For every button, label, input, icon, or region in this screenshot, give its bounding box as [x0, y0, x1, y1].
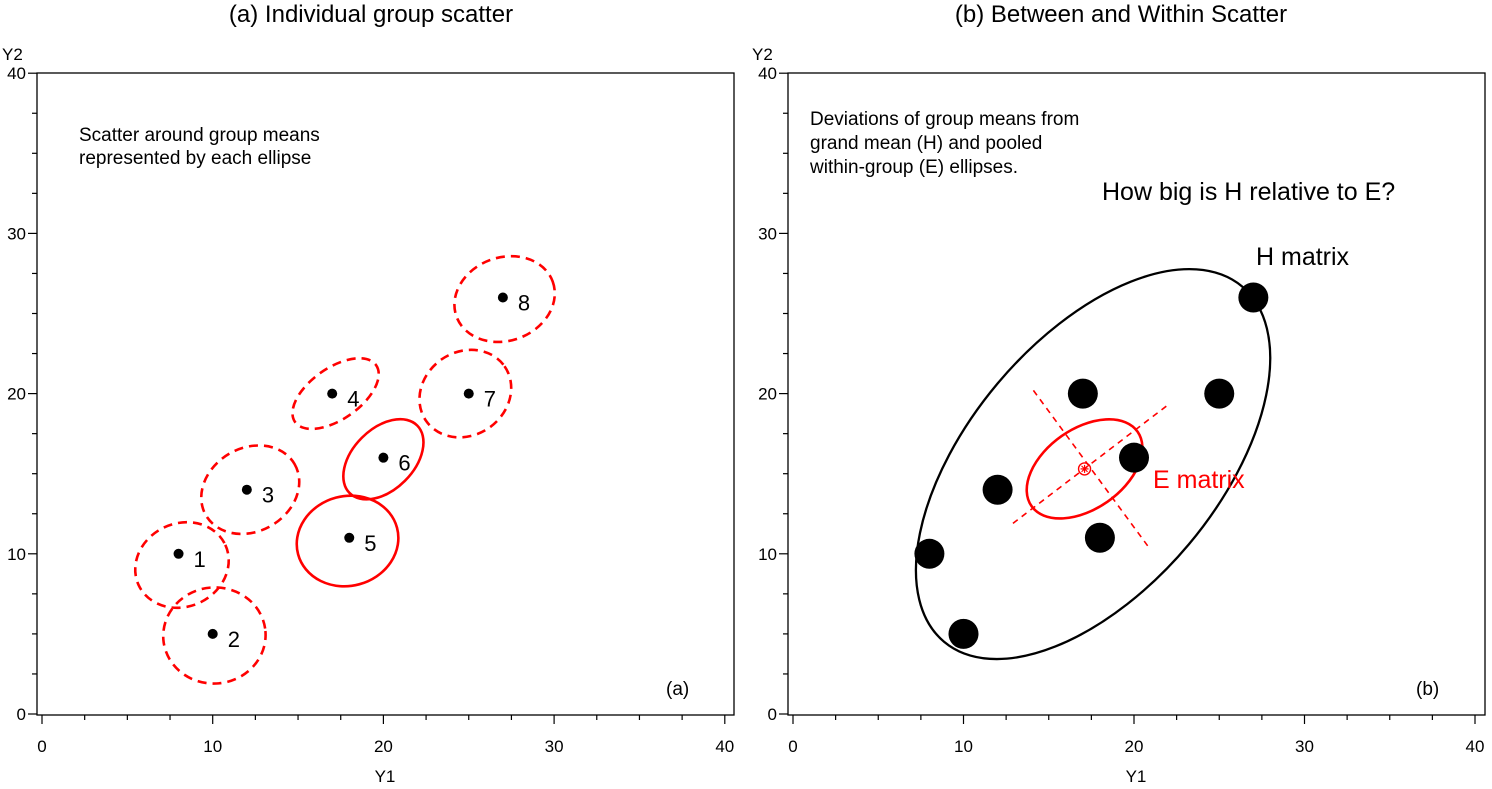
- panel-a-y-axis-label: Y2: [2, 45, 23, 64]
- group-label-3: 3: [262, 483, 274, 508]
- group-mean-point-3: [241, 484, 252, 495]
- group-mean-point-1: [173, 548, 184, 559]
- group-mean-point-6: [378, 452, 389, 463]
- e-matrix-ellipse: [1025, 418, 1144, 520]
- panel-b-x-axis-label: Y1: [1126, 767, 1147, 786]
- group-label-1: 1: [194, 547, 206, 572]
- x-tick-label: 30: [545, 737, 564, 756]
- group-mean-dot-4: [1067, 378, 1098, 409]
- panel-a-annotation-line-2: represented by each ellipse: [79, 148, 311, 169]
- group-mean-dot-5: [1084, 522, 1115, 553]
- y-tick-label: 20: [7, 385, 26, 404]
- h-matrix-label: H matrix: [1256, 243, 1350, 271]
- panel-b-y-axis-label: Y2: [752, 45, 773, 64]
- group-mean-dot-3: [982, 474, 1013, 505]
- y-tick-label: 40: [7, 64, 26, 83]
- group-mean-dot-6: [1119, 442, 1149, 473]
- panel-a-plot-frame: [36, 72, 735, 716]
- panel-a-chart: (a) Individual group scatter Y2 Y1 0 10 20…: [2, 1, 735, 786]
- x-tick-label: 10: [203, 737, 222, 756]
- group-mean-point-7: [463, 388, 474, 399]
- group-mean-point-4: [327, 388, 338, 399]
- x-tick-label: 30: [1295, 737, 1314, 756]
- group-mean-dot-7: [1204, 378, 1235, 409]
- group-label-8: 8: [518, 290, 530, 315]
- h-matrix-ellipse: [914, 267, 1272, 661]
- x-tick-label: 0: [788, 737, 797, 756]
- x-tick-label: 40: [715, 737, 734, 756]
- group-mean-point-5: [344, 532, 355, 543]
- panel-b-tag: (b): [1416, 679, 1439, 700]
- panel-a-x-axis-label: Y1: [375, 767, 396, 786]
- group-mean-point-2: [207, 628, 218, 639]
- panel-b-title: (b) Between and Within Scatter: [955, 1, 1287, 28]
- group-label-6: 6: [398, 451, 410, 476]
- group-ellipse-8: [453, 254, 557, 344]
- x-tick-label: 10: [954, 737, 973, 756]
- e-matrix-label: E matrix: [1153, 466, 1245, 494]
- y-tick-label: 30: [7, 224, 26, 243]
- group-mean-dot-1: [914, 538, 945, 569]
- group-label-4: 4: [347, 387, 359, 412]
- group-mean-point-8: [497, 292, 508, 303]
- group-ellipse-4: [291, 356, 381, 431]
- grand-mean-star-d2: [1081, 465, 1088, 473]
- group-label-5: 5: [364, 531, 376, 556]
- panel-a-title: (a) Individual group scatter: [229, 1, 513, 28]
- group-ellipse-2: [161, 586, 267, 685]
- group-ellipse-6: [342, 417, 425, 501]
- panel-b-annotation-line-3: within-group (E) ellipses.: [809, 157, 1018, 178]
- group-ellipse-3: [199, 444, 301, 536]
- group-mean-dot-2: [948, 618, 979, 649]
- y-tick-label: 20: [758, 385, 777, 404]
- group-label-2: 2: [228, 627, 240, 652]
- y-tick-label: 0: [17, 705, 26, 724]
- panel-b-question: How big is H relative to E?: [1102, 178, 1395, 206]
- x-tick-label: 0: [37, 737, 46, 756]
- group-label-7: 7: [484, 387, 496, 412]
- panel-b-annotation-line-1: Deviations of group means from: [810, 109, 1079, 130]
- x-tick-label: 20: [1125, 737, 1144, 756]
- group-ellipse-1: [133, 520, 231, 610]
- panel-a-tag: (a): [666, 679, 689, 700]
- y-tick-label: 10: [7, 545, 26, 564]
- y-tick-label: 10: [758, 545, 777, 564]
- group-mean-dot-8: [1238, 282, 1269, 313]
- panel-b-chart: (b) Between and Within Scatter Y2 Y1 0 10…: [752, 1, 1486, 786]
- y-tick-label: 40: [758, 64, 777, 83]
- y-tick-label: 30: [758, 224, 777, 243]
- grand-mean-marker: [1077, 462, 1092, 476]
- panel-a-annotation-line-1: Scatter around group means: [79, 125, 320, 146]
- panel-b-annotation-line-2: grand mean (H) and pooled: [810, 133, 1042, 154]
- x-tick-label: 40: [1466, 737, 1485, 756]
- x-tick-label: 20: [374, 737, 393, 756]
- y-tick-label: 0: [768, 705, 777, 724]
- group-ellipse-5: [295, 494, 400, 588]
- group-ellipse-7: [418, 348, 513, 439]
